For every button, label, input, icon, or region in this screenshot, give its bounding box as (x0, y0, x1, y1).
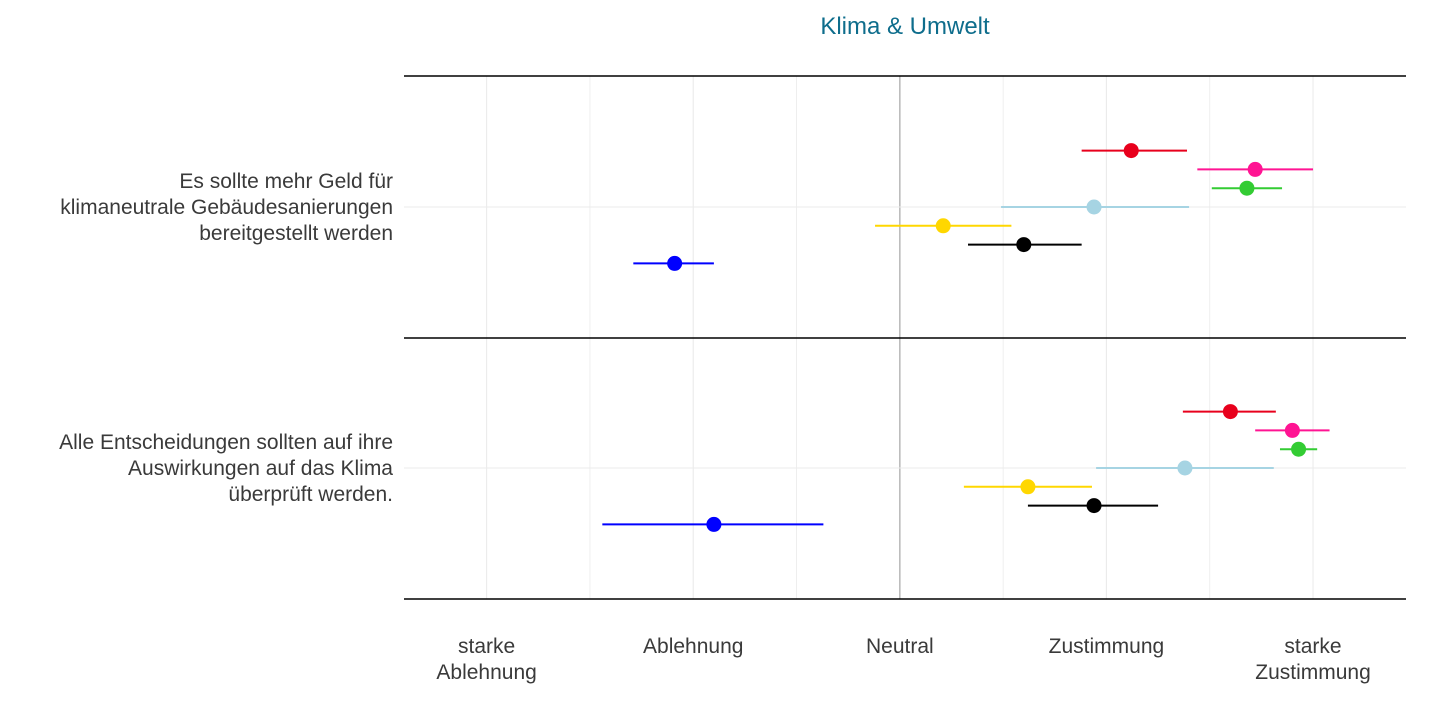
data-point (1222, 404, 1238, 420)
chart-title: Klima & Umwelt (820, 13, 990, 40)
data-point (706, 516, 722, 532)
data-point (1086, 199, 1102, 215)
x-tick-label: Ablehnung (436, 661, 536, 684)
x-tick-label: starke (1284, 635, 1341, 658)
data-point (1020, 479, 1036, 495)
data-point (1123, 143, 1139, 159)
data-point (1086, 498, 1102, 514)
data-point (667, 255, 683, 271)
category-label: Es sollte mehr Geld für (179, 170, 393, 193)
data-point (1177, 460, 1193, 476)
x-tick-label: Neutral (866, 635, 934, 658)
data-point (1016, 237, 1032, 253)
category-label: überprüft werden. (228, 483, 393, 506)
x-tick-label: Ablehnung (643, 635, 743, 658)
category-label: bereitgestellt werden (199, 222, 393, 245)
x-tick-label: starke (458, 635, 515, 658)
category-label: Auswirkungen auf das Klima (128, 457, 393, 480)
data-point (1291, 441, 1307, 457)
data-point (1284, 422, 1300, 438)
x-tick-label: Zustimmung (1049, 635, 1165, 658)
data-point (1247, 161, 1263, 177)
plot-marks (602, 143, 1330, 532)
data-point (935, 218, 951, 234)
x-tick-label: Zustimmung (1255, 661, 1371, 684)
panel-borders (404, 75, 1406, 600)
category-label: Alle Entscheidungen sollten auf ihre (59, 431, 393, 454)
data-point (1239, 180, 1255, 196)
category-label: klimaneutrale Gebäudesanierungen (60, 196, 393, 219)
x-axis-tick-labels: starke Ablehnung Ablehnung Neutral Zustimmun… (436, 635, 1370, 684)
category-labels: Es sollte mehr Geld für klimaneutrale Geb… (59, 170, 393, 506)
